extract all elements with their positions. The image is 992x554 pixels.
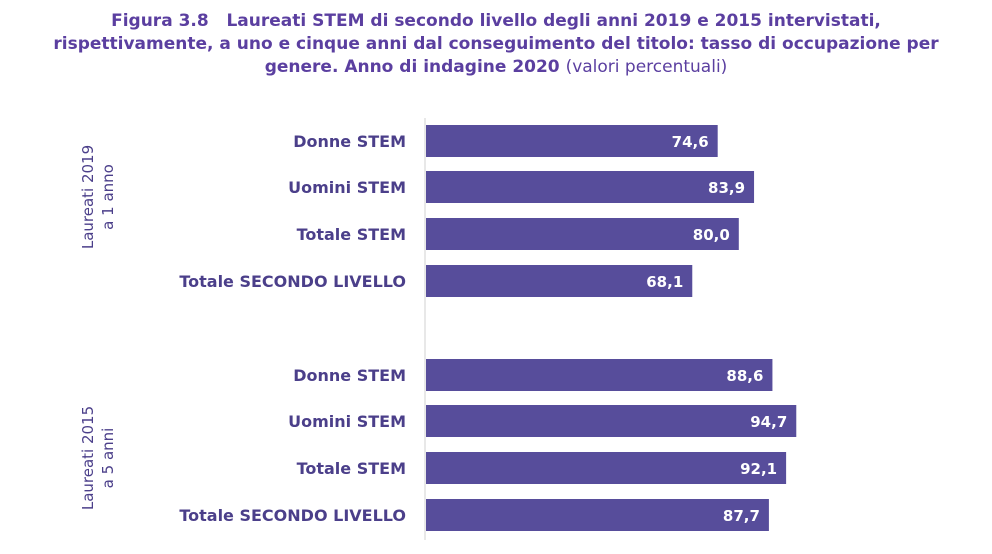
category-label: Uomini STEM: [288, 178, 406, 197]
data-label: 88,6: [726, 367, 763, 385]
category-label: Uomini STEM: [288, 412, 406, 431]
data-label: 80,0: [693, 226, 730, 244]
bar: [426, 171, 755, 203]
data-label: 92,1: [740, 460, 777, 478]
data-label: 74,6: [672, 133, 709, 151]
chart-title: Figura 3.8 Laureati STEM di secondo live…: [0, 10, 992, 79]
category-label: Donne STEM: [293, 366, 406, 385]
chart-subtitle: (valori percentuali): [565, 57, 728, 77]
category-label: Totale STEM: [297, 459, 406, 478]
bar: [426, 499, 769, 531]
data-label: 83,9: [708, 179, 745, 197]
bar: [426, 265, 693, 297]
bar: [426, 218, 739, 250]
bar: [426, 125, 718, 157]
category-label: Donne STEM: [293, 132, 406, 151]
group-label: Laureati 2015 a 5 anni: [79, 406, 117, 510]
bar: [426, 359, 773, 391]
title-line-3: genere. Anno di indagine 2020: [264, 57, 560, 77]
bar: [426, 452, 787, 484]
title-line-2: rispettivamente, a uno e cinque anni dal…: [53, 34, 939, 54]
data-label: 87,7: [723, 507, 760, 525]
data-label: 94,7: [750, 413, 787, 431]
group-label: Laureati 2019 a 1 anno: [79, 145, 117, 249]
bar: [426, 405, 797, 437]
data-label: 68,1: [646, 273, 683, 291]
category-label: Totale SECONDO LIVELLO: [179, 272, 406, 291]
category-label: Totale SECONDO LIVELLO: [179, 506, 406, 525]
category-label: Totale STEM: [297, 225, 406, 244]
title-line-1: Figura 3.8 Laureati STEM di secondo live…: [111, 11, 881, 31]
